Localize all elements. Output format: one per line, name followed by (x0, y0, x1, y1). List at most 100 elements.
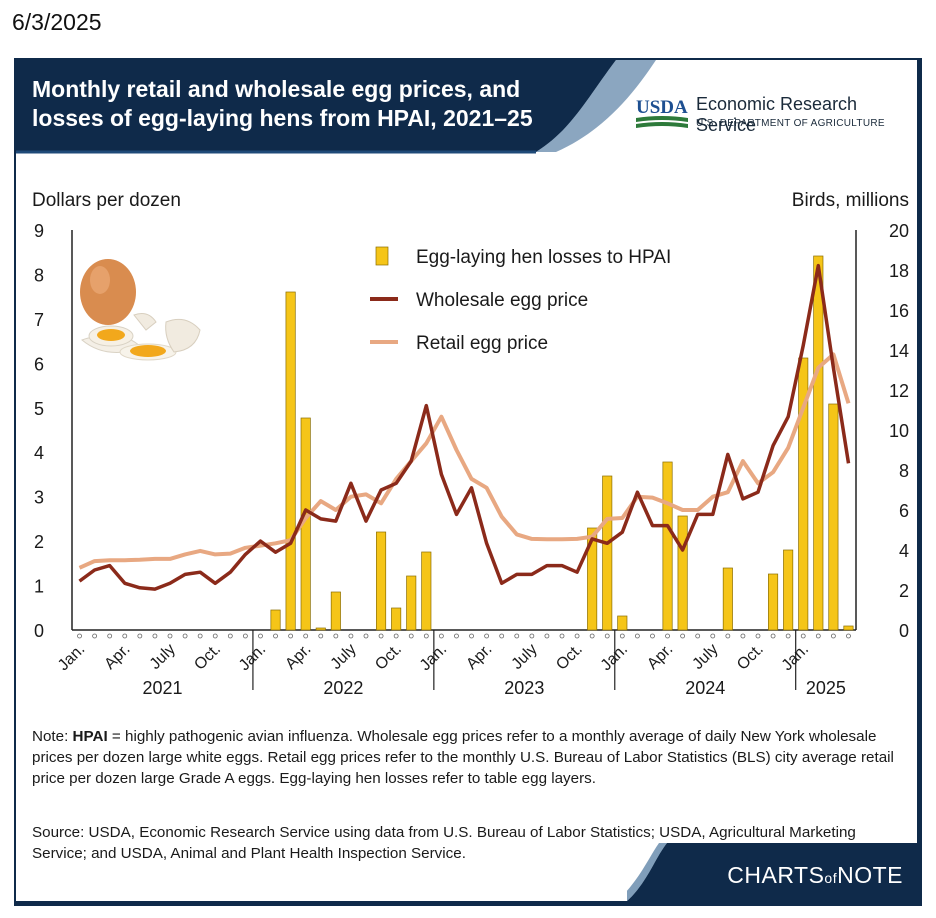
month-tick-label: Jan. (55, 641, 88, 674)
chart-note: Note: HPAI = highly pathogenic avian inf… (32, 726, 912, 789)
department-name: U.S. DEPARTMENT OF AGRICULTURE (696, 118, 885, 129)
x-tick-mark (333, 633, 339, 639)
y-left-tick-label: 4 (34, 443, 44, 463)
y-left-tick-label: 0 (34, 621, 44, 641)
hen-loss-bar (677, 515, 688, 631)
egg-price-chart: Egg-laying hen losses to HPAI Wholesale e… (32, 190, 909, 698)
y-right-tick-label: 20 (889, 221, 909, 241)
hen-loss-bar (783, 549, 794, 631)
x-tick-mark (258, 633, 263, 639)
y-left-tick-label: 7 (34, 310, 44, 330)
month-tick-label: Oct. (372, 641, 405, 674)
hen-loss-bar (602, 475, 613, 631)
x-tick-mark (589, 633, 595, 639)
page-date: 6/3/2025 (12, 9, 102, 35)
y-left-tick-label: 9 (34, 221, 44, 241)
month-tick-label: Jan. (598, 641, 631, 674)
x-tick-mark (650, 633, 655, 639)
year-label: 2024 (685, 678, 725, 698)
x-tick-mark (725, 633, 731, 639)
x-tick-mark (393, 633, 399, 639)
x-tick-mark (499, 633, 505, 639)
chart-card: Monthly retail and wholesale egg prices,… (14, 58, 922, 906)
month-tick-label: Jan. (417, 641, 450, 674)
x-tick-mark (740, 633, 746, 639)
x-tick-mark (469, 633, 474, 639)
brand-of: of (824, 870, 838, 886)
hen-loss-bar (330, 591, 341, 631)
chart-legend: Egg-laying hen losses to HPAI Wholesale e… (370, 246, 671, 354)
x-tick-mark (815, 633, 821, 639)
month-tick-label: Jan. (236, 641, 269, 674)
legend-label: Wholesale egg price (416, 290, 588, 311)
y-right-tick-label: 10 (889, 421, 909, 441)
x-tick-mark (800, 633, 806, 639)
legend-label: Egg-laying hen losses to HPAI (416, 247, 671, 268)
legend-label: Retail egg price (416, 333, 548, 354)
x-tick-mark (423, 633, 429, 639)
x-tick-mark (830, 633, 836, 639)
x-tick-mark (167, 633, 173, 639)
x-tick-mark (604, 633, 610, 639)
hen-loss-bar (376, 531, 387, 631)
x-tick-mark (408, 633, 414, 639)
hen-loss-bar (587, 527, 598, 631)
x-tick-mark (242, 633, 248, 639)
x-tick-mark (288, 633, 294, 639)
month-tick-label: July (689, 641, 721, 673)
brand-charts: CHARTS (727, 862, 825, 888)
y-right-tick-label: 14 (889, 341, 909, 361)
y-right-tick-label: 6 (899, 501, 909, 521)
month-tick-label: Apr. (101, 641, 133, 673)
hen-loss-bar (421, 551, 432, 631)
hen-loss-bar (662, 461, 673, 631)
note-text: = highly pathogenic avian influenza. Who… (32, 728, 894, 787)
y-left-tick-label: 5 (34, 399, 44, 419)
x-tick-mark (634, 633, 640, 639)
hen-loss-bar (391, 607, 402, 631)
x-tick-mark (559, 633, 565, 639)
note-term: HPAI (72, 728, 108, 745)
y-axis-left-title: Dollars per dozen (32, 190, 181, 211)
y-right-tick-label: 16 (889, 301, 909, 321)
hen-loss-bar (617, 615, 628, 631)
y-left-tick-label: 3 (34, 488, 44, 508)
x-tick-mark (212, 633, 218, 639)
chart-source: Source: USDA, Economic Research Service … (32, 824, 856, 862)
x-tick-mark (665, 633, 670, 639)
month-tick-label: July (509, 641, 541, 673)
hen-loss-bar (768, 573, 779, 631)
hen-loss-bar (828, 403, 839, 631)
hen-loss-bar (813, 255, 824, 631)
month-tick-label: Apr. (644, 641, 676, 673)
x-tick-mark (318, 633, 324, 639)
y-right-tick-label: 8 (899, 461, 909, 481)
y-right-tick-label: 12 (889, 381, 909, 401)
y-right-tick-label: 2 (899, 581, 909, 601)
year-label: 2025 (806, 678, 846, 698)
month-tick-label: Apr. (463, 641, 495, 673)
x-tick-mark (529, 633, 535, 639)
x-tick-mark (514, 633, 520, 639)
y-left-tick-label: 6 (34, 354, 44, 374)
x-tick-mark (182, 633, 188, 639)
brand-note: NOTE (837, 862, 903, 888)
month-tick-label: July (328, 641, 360, 673)
x-tick-mark (137, 633, 143, 639)
hen-loss-bar (722, 567, 733, 631)
note-prefix: Note: (32, 728, 73, 745)
year-label: 2022 (323, 678, 363, 698)
x-tick-mark (197, 633, 203, 639)
x-tick-mark (378, 633, 384, 639)
year-label: 2023 (504, 678, 544, 698)
x-tick-mark (227, 633, 233, 639)
month-tick-label: Oct. (191, 641, 224, 674)
x-tick-mark (574, 633, 580, 639)
x-tick-mark (107, 633, 113, 639)
month-tick-label: July (147, 641, 179, 673)
x-tick-mark (785, 633, 791, 639)
y-axis-right-title: Birds, millions (792, 190, 909, 211)
footer-band (627, 843, 917, 901)
x-tick-mark (619, 633, 625, 639)
x-tick-mark (710, 633, 716, 639)
